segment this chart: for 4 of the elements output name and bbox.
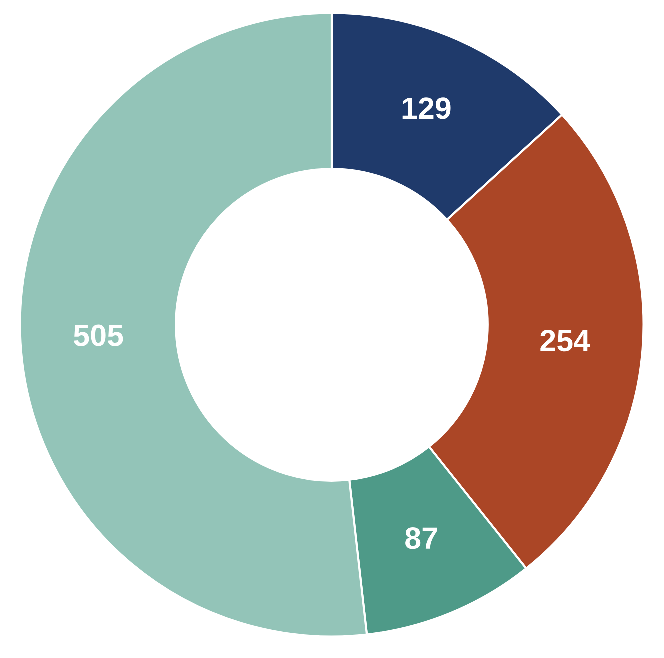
data-label: 505 [74,324,124,346]
data-label: 87 [406,528,438,550]
data-label: 254 [540,330,590,352]
data-label: 129 [402,98,451,120]
